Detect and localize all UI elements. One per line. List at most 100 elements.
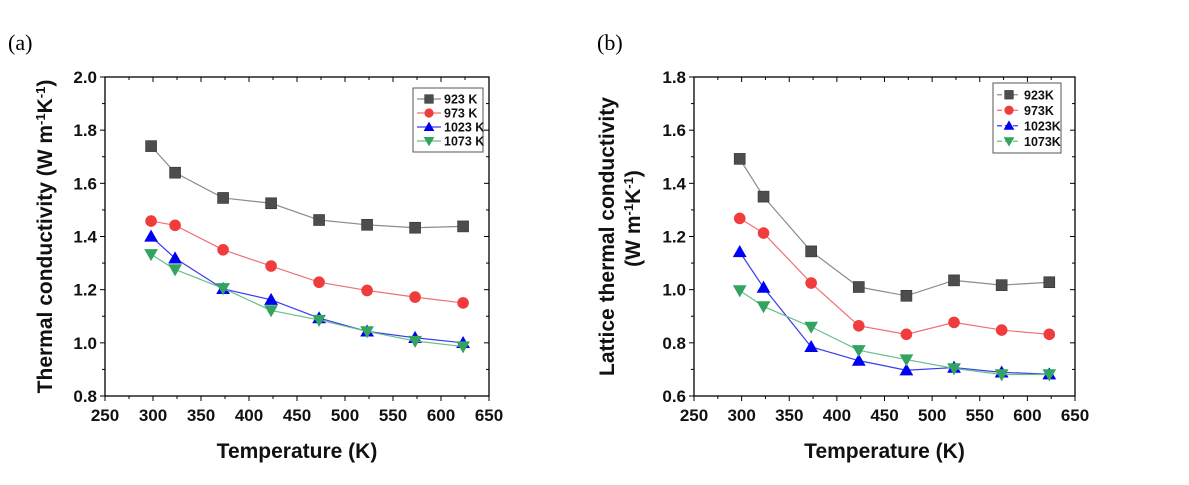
legend-label: 923K	[1024, 88, 1054, 102]
y-title-sup: -1	[33, 87, 48, 99]
legend-label: 1023 K	[444, 121, 484, 135]
x-tick-label: 250	[680, 406, 708, 425]
data-point	[852, 320, 865, 332]
y-tick-label: 1.0	[73, 334, 97, 353]
legend-marker	[423, 136, 435, 147]
x-tick-label: 600	[427, 406, 455, 425]
x-tick-label: 500	[331, 406, 359, 425]
y-tick-label: 1.2	[73, 281, 97, 300]
data-point	[994, 369, 1009, 382]
data-point	[169, 166, 181, 179]
y-tick-label: 1.0	[662, 281, 686, 300]
data-point	[264, 305, 278, 318]
data-point	[265, 197, 277, 210]
data-point	[145, 215, 157, 227]
data-point	[948, 316, 960, 329]
legend-marker	[424, 108, 434, 118]
panel-a: (a) 250 300 350 400 450 500 550 600 650 0.8 1.0 1.2 1…	[8, 30, 503, 463]
series-line	[150, 253, 464, 348]
x-tick-label: 600	[1013, 406, 1041, 425]
data-point	[144, 229, 158, 242]
data-point	[733, 212, 746, 225]
data-point	[733, 153, 746, 165]
data-point	[361, 284, 373, 297]
y-tick-label: 1.8	[662, 68, 686, 87]
x-tick-label: 500	[918, 406, 946, 425]
data-point	[360, 326, 374, 339]
panel-b: (b) 250 300 350 400 450 500 550 600 650 0.6 0.8 1.0 1…	[596, 30, 1089, 463]
legend-marker	[1003, 137, 1015, 147]
data-point	[805, 277, 817, 289]
x-tick-label: 550	[966, 406, 994, 425]
data-point	[948, 274, 960, 287]
series-line	[739, 158, 1050, 297]
y-tick-label: 0.8	[662, 334, 686, 353]
data-point	[852, 281, 865, 293]
legend-item: 1023 K	[417, 121, 484, 135]
x-tick-label: 400	[823, 406, 851, 425]
x-tick-label: 350	[187, 406, 215, 425]
series-line	[739, 289, 1050, 376]
y-tick-label: 1.6	[73, 174, 97, 193]
x-tick-label: 650	[475, 406, 503, 425]
data-point	[899, 354, 914, 367]
x-tick-label: 650	[1061, 406, 1089, 425]
legend-item: 1073 K	[417, 135, 484, 149]
data-point	[313, 276, 325, 289]
y-title-sup: -1	[621, 204, 636, 216]
legend-label: 1073 K	[444, 135, 484, 149]
legend-label: 973 K	[444, 107, 477, 121]
data-point	[408, 335, 422, 348]
data-point	[409, 221, 421, 234]
series-973k	[145, 215, 469, 309]
data-point	[804, 321, 819, 334]
legend-item: 923 K	[417, 93, 477, 107]
data-point	[217, 243, 229, 256]
x-axis-title: Temperature (K)	[804, 440, 965, 463]
x-tick-label: 300	[727, 406, 755, 425]
data-point	[900, 289, 913, 302]
x-tick-label: 300	[139, 406, 167, 425]
data-point	[757, 190, 770, 203]
y-tick-label: 1.6	[662, 121, 686, 140]
y-axis-title-line1: Lattice thermal conductivity	[596, 97, 619, 376]
series-1073k	[144, 249, 470, 354]
data-point	[168, 264, 182, 277]
series-1023k	[732, 245, 1057, 380]
legend-label: 1023K	[1024, 119, 1061, 133]
series-line	[150, 145, 464, 229]
data-point	[1043, 276, 1056, 289]
y-title-k: K	[622, 189, 645, 204]
legend-item: 1023K	[997, 119, 1061, 133]
series-line	[739, 217, 1050, 335]
data-point	[757, 227, 770, 239]
x-tick-label: 550	[379, 406, 407, 425]
data-point	[457, 220, 469, 233]
y-title-end: )	[622, 170, 645, 177]
legend-marker	[423, 121, 435, 132]
series-973k	[733, 212, 1056, 341]
data-point	[216, 283, 230, 296]
y-title-k: K	[34, 98, 57, 113]
data-point	[312, 314, 326, 327]
data-point	[313, 214, 325, 226]
data-point	[732, 285, 747, 298]
data-point	[947, 363, 961, 376]
panel-label: (a)	[8, 30, 32, 55]
x-tick-label: 400	[235, 406, 263, 425]
data-point	[756, 280, 771, 293]
series-line	[150, 220, 464, 304]
y-title-main: Thermal conductivity (W m	[34, 125, 57, 393]
x-tick-label: 450	[870, 406, 898, 425]
data-point	[851, 353, 866, 366]
data-point	[805, 245, 817, 258]
y-tick-label: 2.0	[73, 68, 97, 87]
data-point	[995, 279, 1008, 291]
legend-label: 923 K	[444, 93, 477, 107]
series-line	[150, 236, 464, 344]
y-axis-title-line2: (W m-1K-1)	[621, 170, 646, 267]
data-point	[804, 339, 819, 352]
y-tick-label: 0.6	[662, 387, 686, 406]
